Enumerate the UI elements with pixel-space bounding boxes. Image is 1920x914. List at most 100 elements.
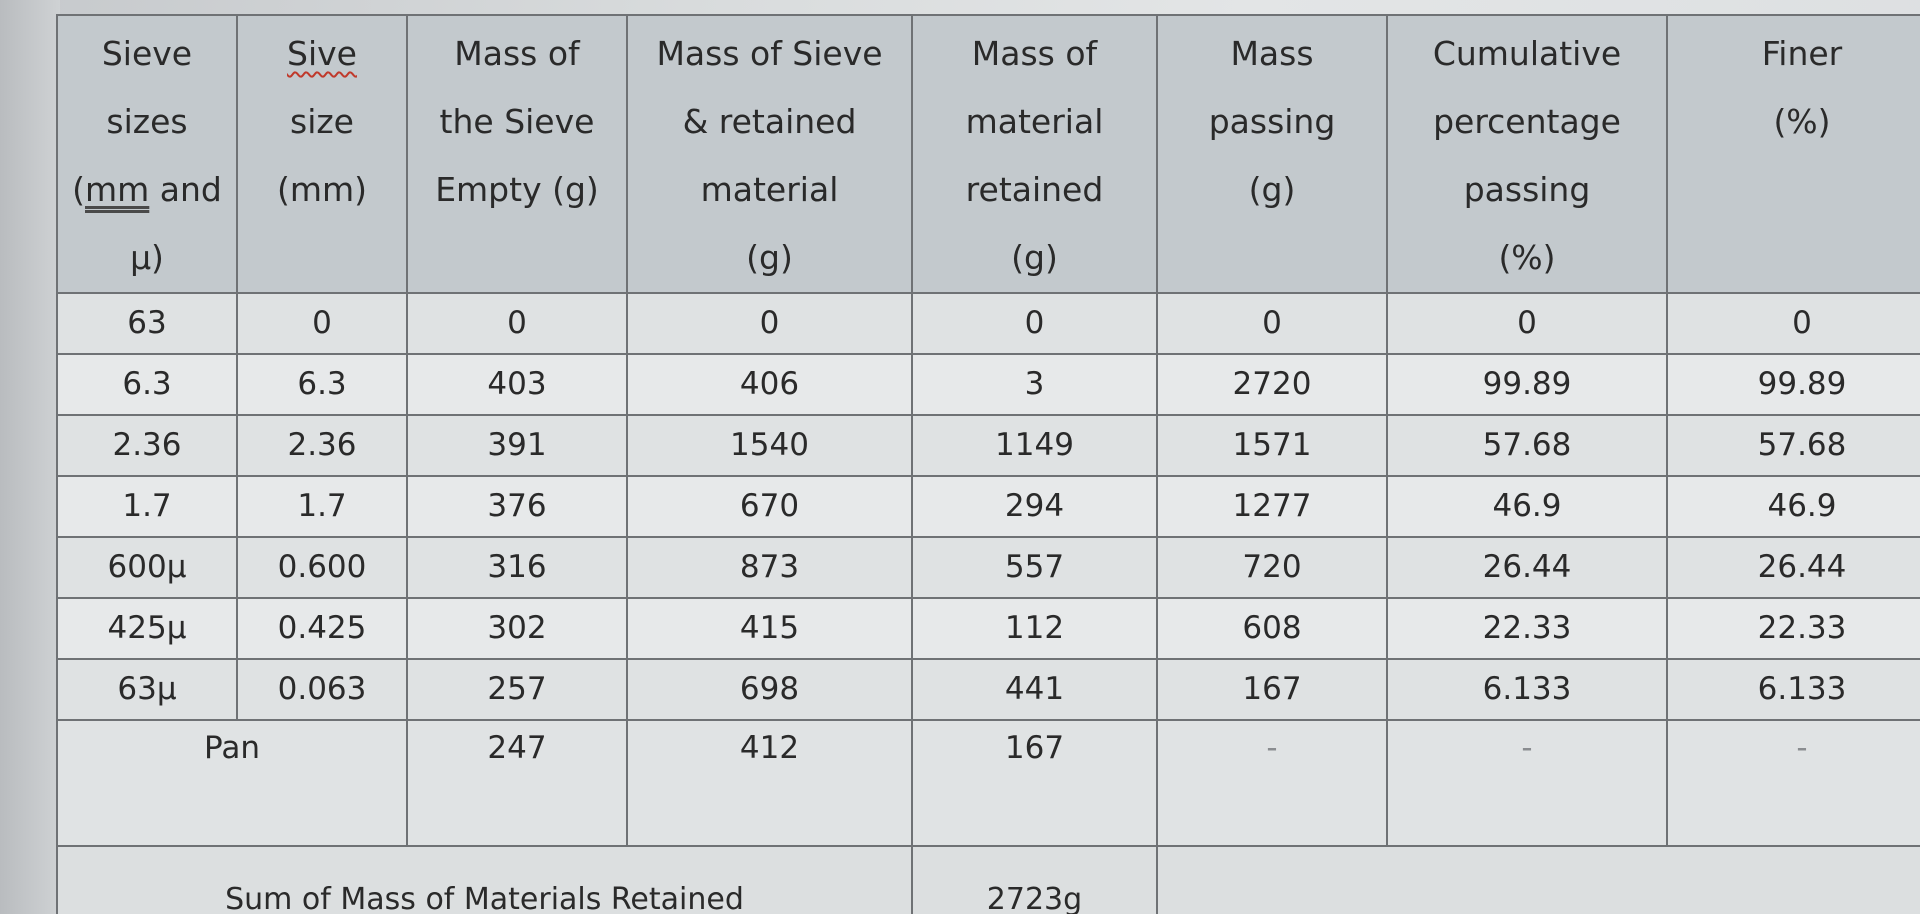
header-line: material xyxy=(700,170,839,209)
header-line: material xyxy=(965,102,1104,141)
header-line: sizes xyxy=(106,102,188,141)
header-line: passing xyxy=(1463,170,1591,209)
pan-mass-with-material: 412 xyxy=(626,719,913,847)
header-line: Cumulative xyxy=(1432,34,1622,73)
header-cumulative-percentage: Cumulative percentage passing (%) xyxy=(1386,14,1668,294)
pan-row: Pan 247 412 167 - - - xyxy=(56,719,1920,847)
table-row: 425μ 0.425 302 415 112 608 22.33 22.33 xyxy=(56,597,1920,660)
header-mass-passing: Mass passing (g) xyxy=(1156,14,1388,294)
cell-mass-empty: 316 xyxy=(406,536,628,599)
cell-mass-sieve-retained: 698 xyxy=(626,658,913,721)
cell-mass-sieve-retained: 406 xyxy=(626,353,913,416)
cell-sieve-size: 425μ xyxy=(56,597,238,660)
header-line: size xyxy=(290,102,354,141)
cell-mass-sieve-retained: 415 xyxy=(626,597,913,660)
cell-mass-retained: 557 xyxy=(911,536,1158,599)
header-sieve-sizes: Sieve sizes (mm and μ) xyxy=(56,14,238,294)
table-row: 2.36 2.36 391 1540 1149 1571 57.68 57.68 xyxy=(56,414,1920,477)
sum-empty-cell xyxy=(1156,845,1920,914)
cell-finer: 26.44 xyxy=(1666,536,1920,599)
header-line: Sieve xyxy=(101,34,193,73)
cell-mass-retained: 3 xyxy=(911,353,1158,416)
header-line: (mm and xyxy=(72,170,222,209)
cell-mass-passing: 1571 xyxy=(1156,414,1388,477)
cell-cumulative: 99.89 xyxy=(1386,353,1668,416)
cell-mass-retained: 112 xyxy=(911,597,1158,660)
cell-sive-size-mm: 6.3 xyxy=(236,353,408,416)
cell-finer: 99.89 xyxy=(1666,353,1920,416)
sum-value: 2723g xyxy=(911,845,1158,914)
header-line: passing xyxy=(1208,102,1336,141)
header-line: percentage xyxy=(1433,102,1621,141)
header-line: Sive xyxy=(287,34,357,73)
cell-mass-empty: 391 xyxy=(406,414,628,477)
cell-sive-size-mm: 1.7 xyxy=(236,475,408,538)
sieve-analysis-table: Sieve sizes (mm and μ) Sive size (mm) Ma… xyxy=(56,14,1920,914)
pan-cumulative: - xyxy=(1386,719,1668,847)
pan-mass-empty: 247 xyxy=(406,719,628,847)
cell-cumulative: 6.133 xyxy=(1386,658,1668,721)
header-line: Mass of Sieve xyxy=(656,34,883,73)
cell-mass-passing: 608 xyxy=(1156,597,1388,660)
cell-mass-retained: 441 xyxy=(911,658,1158,721)
pan-mass-passing: - xyxy=(1156,719,1388,847)
table-row: 6.3 6.3 403 406 3 2720 99.89 99.89 xyxy=(56,353,1920,416)
cell-finer: 0 xyxy=(1666,292,1920,355)
cell-mass-empty: 403 xyxy=(406,353,628,416)
cell-sive-size-mm: 0.063 xyxy=(236,658,408,721)
cell-sieve-size: 600μ xyxy=(56,536,238,599)
cell-finer: 57.68 xyxy=(1666,414,1920,477)
sum-row: Sum of Mass of Materials Retained 2723g xyxy=(56,845,1920,914)
header-mass-material-retained: Mass of material retained (g) xyxy=(911,14,1158,294)
cell-mass-passing: 720 xyxy=(1156,536,1388,599)
header-line: Empty (g) xyxy=(435,170,599,209)
table-row: 63 0 0 0 0 0 0 0 xyxy=(56,292,1920,355)
cell-sieve-size: 63 xyxy=(56,292,238,355)
cell-mass-passing: 1277 xyxy=(1156,475,1388,538)
cell-mass-empty: 376 xyxy=(406,475,628,538)
header-line: the Sieve xyxy=(439,102,595,141)
page-shadow xyxy=(0,0,60,914)
header-line: (g) xyxy=(1248,170,1296,209)
table-row: 63μ 0.063 257 698 441 167 6.133 6.133 xyxy=(56,658,1920,721)
header-line: & retained xyxy=(682,102,857,141)
header-line: (g) xyxy=(1011,238,1058,277)
cell-finer: 46.9 xyxy=(1666,475,1920,538)
header-line: Finer xyxy=(1761,34,1843,73)
pan-label: Pan xyxy=(56,719,408,847)
cell-cumulative: 57.68 xyxy=(1386,414,1668,477)
header-line: (g) xyxy=(746,238,793,277)
cell-mass-sieve-retained: 1540 xyxy=(626,414,913,477)
cell-mass-empty: 302 xyxy=(406,597,628,660)
cell-cumulative: 0 xyxy=(1386,292,1668,355)
sum-label: Sum of Mass of Materials Retained xyxy=(56,845,913,914)
pan-mass-retained: 167 xyxy=(911,719,1158,847)
header-line: (mm) xyxy=(276,170,368,209)
header-line: (%) xyxy=(1498,238,1556,277)
header-line: (%) xyxy=(1773,102,1831,141)
cell-finer: 22.33 xyxy=(1666,597,1920,660)
cell-cumulative: 22.33 xyxy=(1386,597,1668,660)
cell-mass-passing: 167 xyxy=(1156,658,1388,721)
cell-sieve-size: 1.7 xyxy=(56,475,238,538)
table-row: 600μ 0.600 316 873 557 720 26.44 26.44 xyxy=(56,536,1920,599)
table-row: 1.7 1.7 376 670 294 1277 46.9 46.9 xyxy=(56,475,1920,538)
header-line: Mass xyxy=(1230,34,1314,73)
cell-sieve-size: 6.3 xyxy=(56,353,238,416)
header-line: μ) xyxy=(130,238,164,277)
cell-sive-size-mm: 0.425 xyxy=(236,597,408,660)
cell-mass-sieve-retained: 670 xyxy=(626,475,913,538)
cell-mass-passing: 0 xyxy=(1156,292,1388,355)
cell-mass-sieve-retained: 0 xyxy=(626,292,913,355)
cell-mass-empty: 257 xyxy=(406,658,628,721)
cell-mass-retained: 0 xyxy=(911,292,1158,355)
header-row: Sieve sizes (mm and μ) Sive size (mm) Ma… xyxy=(56,14,1920,294)
cell-finer: 6.133 xyxy=(1666,658,1920,721)
header-mass-sieve-retained: Mass of Sieve & retained material (g) xyxy=(626,14,913,294)
cell-sieve-size: 63μ xyxy=(56,658,238,721)
header-sive-size: Sive size (mm) xyxy=(236,14,408,294)
cell-mass-retained: 1149 xyxy=(911,414,1158,477)
pan-finer: - xyxy=(1666,719,1920,847)
cell-sive-size-mm: 2.36 xyxy=(236,414,408,477)
